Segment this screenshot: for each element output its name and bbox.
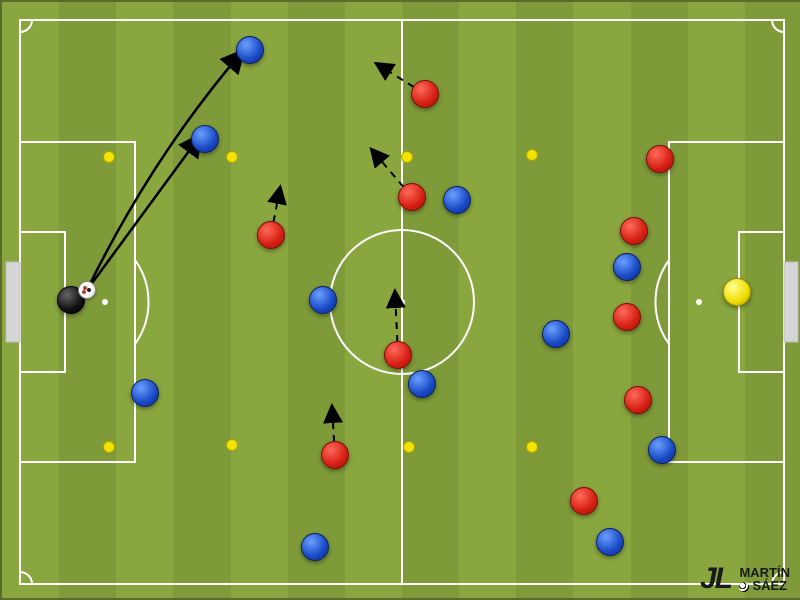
- cone-marker: [103, 151, 115, 163]
- player-blue: [131, 379, 159, 407]
- soccer-ball: [78, 281, 96, 299]
- player-red: [398, 183, 426, 211]
- cone-marker: [226, 439, 238, 451]
- signature-initials: JL: [700, 564, 731, 594]
- soccer-tactics-diagram: JL MARTÍN SÁEZ: [0, 0, 800, 600]
- player-red: [624, 386, 652, 414]
- cone-marker: [526, 149, 538, 161]
- player-red: [570, 487, 598, 515]
- player-blue: [443, 186, 471, 214]
- player-yellow: [723, 278, 751, 306]
- cone-marker: [401, 151, 413, 163]
- signature-line2: SÁEZ: [739, 579, 790, 592]
- player-blue: [648, 436, 676, 464]
- player-red: [613, 303, 641, 331]
- player-blue: [236, 36, 264, 64]
- cone-marker: [226, 151, 238, 163]
- signature-ball-icon: [739, 582, 749, 592]
- cone-marker: [403, 441, 415, 453]
- player-red: [620, 217, 648, 245]
- player-red: [384, 341, 412, 369]
- author-signature: JL MARTÍN SÁEZ: [700, 564, 790, 594]
- player-red: [321, 441, 349, 469]
- player-blue: [613, 253, 641, 281]
- player-blue: [191, 125, 219, 153]
- cone-marker: [103, 441, 115, 453]
- player-blue: [596, 528, 624, 556]
- player-red: [257, 221, 285, 249]
- player-red: [646, 145, 674, 173]
- player-blue: [408, 370, 436, 398]
- player-blue: [542, 320, 570, 348]
- cone-marker: [526, 441, 538, 453]
- player-blue: [309, 286, 337, 314]
- player-blue: [301, 533, 329, 561]
- player-red: [411, 80, 439, 108]
